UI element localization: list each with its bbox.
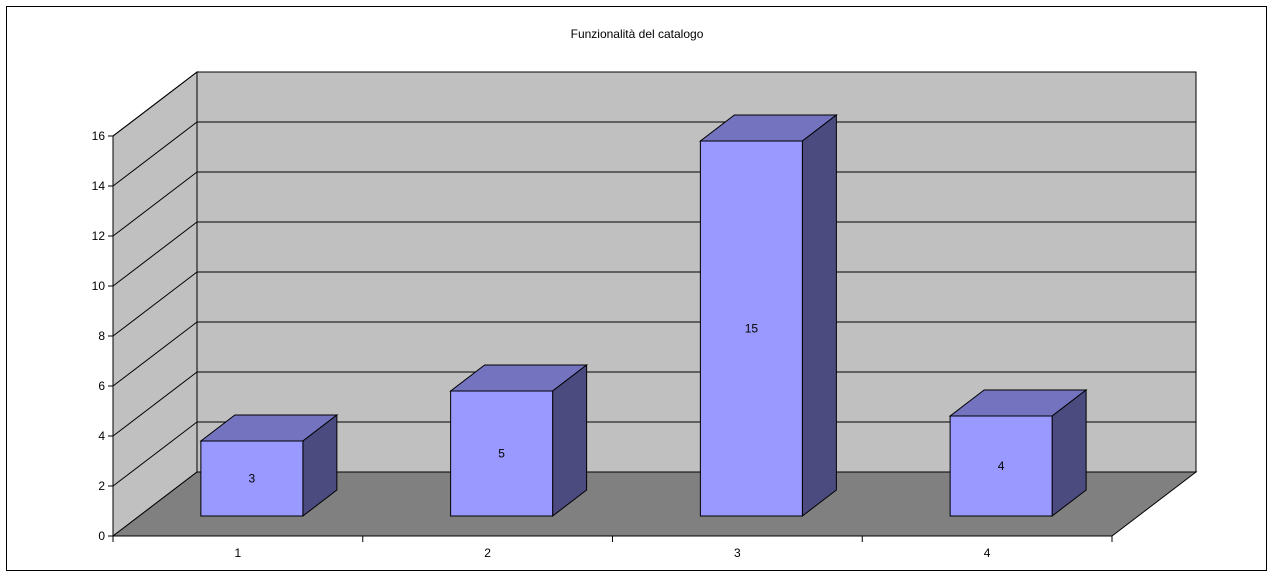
gridline-side: [112, 371, 198, 437]
bar: 4: [948, 388, 1088, 518]
gridline-side: [112, 171, 198, 237]
bar-front: [949, 415, 1053, 517]
gridline-side: [112, 321, 198, 387]
bar-side: [801, 113, 837, 518]
gridline-side: [112, 221, 198, 287]
x-tick-label: 2: [484, 546, 491, 560]
bar-side: [552, 363, 588, 518]
gridline-side: [112, 421, 198, 487]
bar-data-label: 4: [998, 459, 1005, 473]
x-tick-label: 4: [984, 546, 991, 560]
gridline-side: [112, 271, 198, 337]
y-tick-label: 2: [98, 479, 105, 493]
y-tick-label: 12: [92, 229, 106, 243]
gridline-side: [112, 121, 198, 187]
x-tick-label: 1: [235, 546, 242, 560]
bar: 3: [199, 413, 339, 518]
y-tick-label: 14: [92, 179, 106, 193]
bar: 5: [449, 363, 589, 518]
bar-data-label: 15: [745, 322, 759, 336]
x-tick-label: 3: [734, 546, 741, 560]
y-tick-label: 4: [98, 429, 105, 443]
bar-data-label: 5: [498, 447, 505, 461]
bar-front: [699, 140, 803, 517]
bar: 15: [698, 113, 838, 518]
y-tick-label: 0: [98, 529, 105, 543]
bar-front: [450, 390, 554, 517]
bar-data-label: 3: [249, 472, 256, 486]
y-tick-label: 10: [92, 279, 106, 293]
gridline-side: [112, 71, 198, 137]
y-tick-label: 6: [98, 379, 105, 393]
y-tick-label: 8: [98, 329, 105, 343]
chart-title: Funzionalità del catalogo: [571, 27, 704, 41]
y-tick-label: 16: [92, 129, 106, 143]
bar-front: [200, 440, 304, 517]
